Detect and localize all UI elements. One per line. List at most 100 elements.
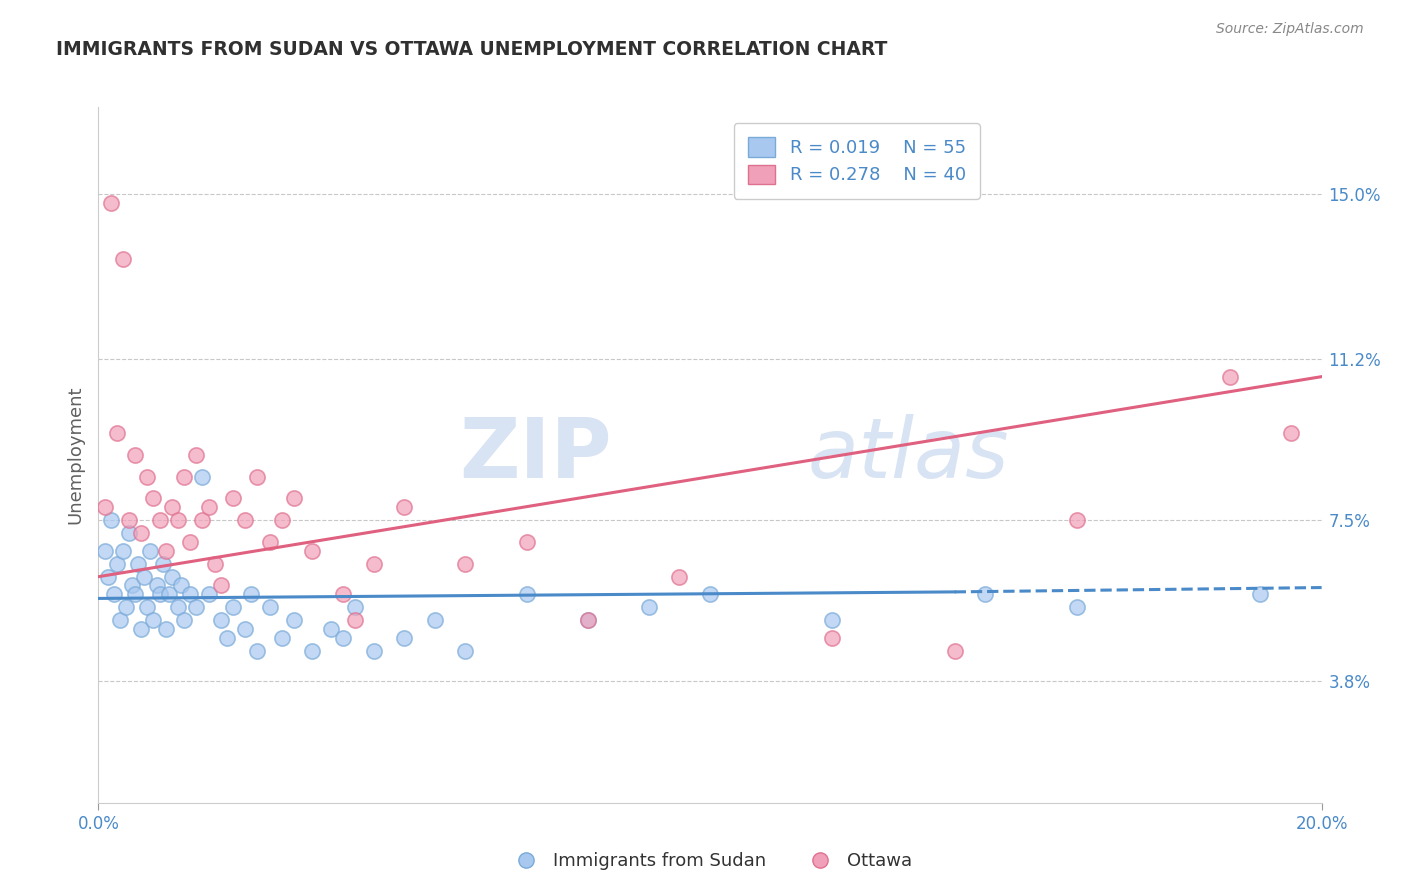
Point <box>111 252 134 267</box>
Point <box>454 557 477 571</box>
Point <box>246 643 269 657</box>
Point <box>155 622 177 636</box>
Point <box>668 570 690 584</box>
Point <box>145 578 167 592</box>
Point <box>821 613 844 627</box>
Point <box>136 469 159 483</box>
Text: Source: ZipAtlas.com: Source: ZipAtlas.com <box>1216 22 1364 37</box>
Point <box>129 526 152 541</box>
Point <box>149 513 172 527</box>
Point <box>121 578 143 592</box>
Point <box>301 643 323 657</box>
Point <box>215 631 238 645</box>
Point <box>233 513 256 527</box>
Point <box>392 500 416 514</box>
Point <box>454 643 477 657</box>
Point <box>97 570 120 584</box>
Point <box>152 557 174 571</box>
Point <box>186 448 208 462</box>
Point <box>173 613 195 627</box>
Text: IMMIGRANTS FROM SUDAN VS OTTAWA UNEMPLOYMENT CORRELATION CHART: IMMIGRANTS FROM SUDAN VS OTTAWA UNEMPLOY… <box>56 40 887 59</box>
Point <box>127 557 149 571</box>
Y-axis label: Unemployment: Unemployment <box>66 385 84 524</box>
Point <box>423 613 446 627</box>
Point <box>155 543 177 558</box>
Point <box>1279 426 1302 441</box>
Text: atlas: atlas <box>808 415 1010 495</box>
Point <box>134 570 156 584</box>
Point <box>344 613 367 627</box>
Point <box>222 600 245 615</box>
Point <box>209 578 232 592</box>
Point <box>191 469 214 483</box>
Point <box>233 622 256 636</box>
Point <box>344 600 367 615</box>
Point <box>160 570 183 584</box>
Point <box>100 195 122 210</box>
Point <box>118 526 141 541</box>
Point <box>363 643 385 657</box>
Point <box>638 600 661 615</box>
Point <box>1219 369 1241 384</box>
Point <box>100 513 122 527</box>
Point <box>115 600 138 615</box>
Point <box>160 500 183 514</box>
Point <box>259 534 281 549</box>
Point <box>157 587 180 601</box>
Point <box>259 600 281 615</box>
Point <box>1066 513 1088 527</box>
Point <box>108 613 131 627</box>
Point <box>191 513 214 527</box>
Point <box>170 578 193 592</box>
Point <box>246 469 269 483</box>
Point <box>222 491 245 506</box>
Point <box>943 643 966 657</box>
Point <box>332 631 354 645</box>
Point <box>974 587 997 601</box>
Point <box>283 491 305 506</box>
Point <box>576 613 599 627</box>
Point <box>124 587 146 601</box>
Point <box>105 557 128 571</box>
Point <box>197 587 219 601</box>
Point <box>118 513 141 527</box>
Point <box>1066 600 1088 615</box>
Point <box>204 557 226 571</box>
Point <box>270 513 294 527</box>
Point <box>167 600 190 615</box>
Point <box>283 613 305 627</box>
Point <box>301 543 323 558</box>
Point <box>209 613 232 627</box>
Point <box>197 500 219 514</box>
Point <box>179 587 201 601</box>
Point <box>516 587 538 601</box>
Point <box>516 534 538 549</box>
Point <box>136 600 159 615</box>
Point <box>821 631 844 645</box>
Point <box>240 587 263 601</box>
Point <box>111 543 134 558</box>
Point <box>142 491 165 506</box>
Point <box>363 557 385 571</box>
Point <box>124 448 146 462</box>
Point <box>186 600 208 615</box>
Point <box>142 613 165 627</box>
Point <box>105 426 128 441</box>
Point <box>139 543 162 558</box>
Point <box>1250 587 1272 601</box>
Point <box>576 613 599 627</box>
Point <box>699 587 721 601</box>
Point <box>332 587 354 601</box>
Point <box>93 500 115 514</box>
Point <box>173 469 195 483</box>
Point <box>392 631 416 645</box>
Point <box>179 534 201 549</box>
Point <box>93 543 115 558</box>
Point <box>270 631 294 645</box>
Legend: Immigrants from Sudan, Ottawa: Immigrants from Sudan, Ottawa <box>501 845 920 877</box>
Point <box>103 587 125 601</box>
Text: ZIP: ZIP <box>460 415 612 495</box>
Point <box>129 622 152 636</box>
Point <box>167 513 190 527</box>
Point <box>149 587 172 601</box>
